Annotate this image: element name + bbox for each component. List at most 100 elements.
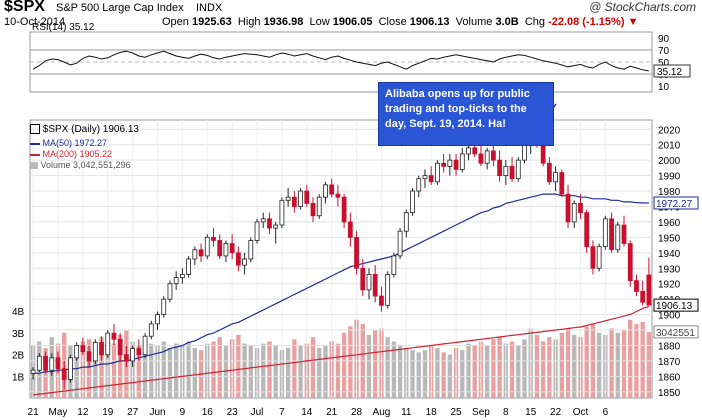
volume-bar bbox=[516, 345, 521, 398]
volume-bar bbox=[366, 334, 372, 398]
candle-body bbox=[111, 332, 117, 340]
price-tick-label: 1860 bbox=[658, 372, 681, 383]
volume-bar bbox=[559, 332, 564, 398]
high-label: High bbox=[237, 16, 261, 28]
candle-body bbox=[80, 345, 86, 353]
candle-body bbox=[578, 202, 583, 214]
volume-bar bbox=[223, 345, 229, 398]
candle-legend-icon bbox=[30, 124, 40, 135]
volume-bar bbox=[410, 350, 415, 398]
candle-body bbox=[186, 258, 192, 275]
candle-body bbox=[142, 335, 148, 356]
volume-bar bbox=[242, 343, 247, 398]
candle-body bbox=[198, 249, 204, 257]
price-tick-label: 1880 bbox=[658, 341, 681, 352]
volume-bar bbox=[335, 343, 341, 398]
volume-bar bbox=[522, 339, 527, 398]
price-tick-label: 1990 bbox=[658, 172, 681, 183]
candle-body bbox=[584, 212, 590, 248]
candle-body bbox=[640, 291, 646, 303]
rsi-tick-label: 70 bbox=[658, 46, 670, 57]
chg-label: Chg bbox=[524, 16, 545, 28]
candle-body bbox=[99, 341, 104, 356]
candle-body bbox=[242, 258, 247, 266]
volume-bar bbox=[323, 345, 328, 398]
volume-value-tag-text: 3042551 bbox=[656, 328, 695, 339]
volume-bar bbox=[317, 348, 322, 398]
volume-bar bbox=[484, 345, 490, 398]
ma200-legend-icon bbox=[30, 153, 40, 156]
candle-body bbox=[335, 193, 341, 198]
volume-bar bbox=[397, 345, 403, 398]
x-tick-label: 27 bbox=[127, 407, 139, 418]
candle-body bbox=[553, 172, 558, 183]
candle-body bbox=[466, 147, 471, 155]
price-tick-label: 1980 bbox=[658, 187, 681, 198]
volume-bar bbox=[273, 345, 278, 398]
candle-body bbox=[385, 274, 391, 306]
legend-volume: Volume 3,042,551,296 bbox=[30, 160, 131, 170]
candle-body bbox=[497, 159, 503, 176]
volume-bar bbox=[497, 337, 502, 398]
rsi-value-tag-text: 35.12 bbox=[657, 67, 682, 78]
x-tick-label: 11 bbox=[401, 407, 412, 418]
price-tick-label: 2000 bbox=[658, 156, 681, 167]
volume-bar bbox=[99, 337, 104, 398]
volume-bar bbox=[416, 352, 421, 398]
volume-bar bbox=[136, 345, 142, 398]
legend-price: $SPX (Daily) 1906.13 bbox=[30, 124, 139, 135]
candle-body bbox=[285, 196, 291, 201]
volume-bar bbox=[373, 330, 378, 398]
candle-body bbox=[86, 351, 92, 362]
volume-bar bbox=[173, 343, 179, 398]
candle-body bbox=[49, 357, 55, 371]
x-tick-label: Jul bbox=[251, 407, 264, 418]
candle-body bbox=[30, 369, 36, 374]
candle-body bbox=[435, 162, 440, 183]
candle-body bbox=[173, 277, 179, 285]
legend-ma50: MA(50) 1972.27 bbox=[30, 138, 107, 148]
x-tick-label: 28 bbox=[351, 407, 363, 418]
price-tick-label: 1850 bbox=[658, 388, 681, 399]
price-tick-label: 1960 bbox=[658, 218, 681, 229]
volume-bar bbox=[341, 332, 347, 398]
candle-body bbox=[590, 246, 596, 269]
volume-tick-label: 1B bbox=[12, 372, 25, 383]
candle-body bbox=[217, 240, 223, 257]
candle-body bbox=[248, 240, 254, 260]
x-tick-label: 15 bbox=[525, 407, 537, 418]
x-tick-label: 8 bbox=[503, 407, 509, 418]
annotation-line-1: Alibaba opens up for public bbox=[385, 88, 530, 100]
candle-body bbox=[36, 355, 42, 371]
candle-body bbox=[571, 202, 577, 223]
x-tick-label: 25 bbox=[451, 407, 463, 418]
legend-ma200-text: MA(200) 1905.22 bbox=[42, 149, 113, 159]
candle-body bbox=[546, 162, 552, 183]
candle-body bbox=[627, 243, 633, 282]
annotation-callout: Alibaba opens up for public trading and … bbox=[378, 82, 554, 146]
candle-body bbox=[472, 147, 478, 155]
volume-bar bbox=[261, 343, 266, 398]
volume-bar bbox=[142, 348, 148, 398]
volume-bar bbox=[609, 328, 614, 398]
volume-bar bbox=[509, 341, 515, 398]
volume-bar bbox=[572, 334, 577, 398]
candle-body bbox=[273, 224, 279, 229]
candle-body bbox=[354, 236, 359, 269]
candle-body bbox=[447, 159, 453, 167]
candle-body bbox=[503, 165, 509, 176]
candle-body bbox=[428, 175, 434, 183]
price-tick-label: 2020 bbox=[658, 125, 681, 136]
volume-bar bbox=[565, 328, 571, 398]
company-name: S&P 500 Large Cap Index bbox=[56, 2, 184, 14]
volume-bar bbox=[248, 345, 253, 398]
candle-body bbox=[136, 348, 142, 356]
rsi-tick-label: 90 bbox=[658, 34, 670, 45]
volume-bar bbox=[615, 332, 620, 398]
x-tick-label: 18 bbox=[426, 407, 438, 418]
volume-bar bbox=[111, 343, 117, 398]
volume-value: 3.0B bbox=[495, 16, 519, 28]
rsi-line bbox=[32, 50, 649, 72]
